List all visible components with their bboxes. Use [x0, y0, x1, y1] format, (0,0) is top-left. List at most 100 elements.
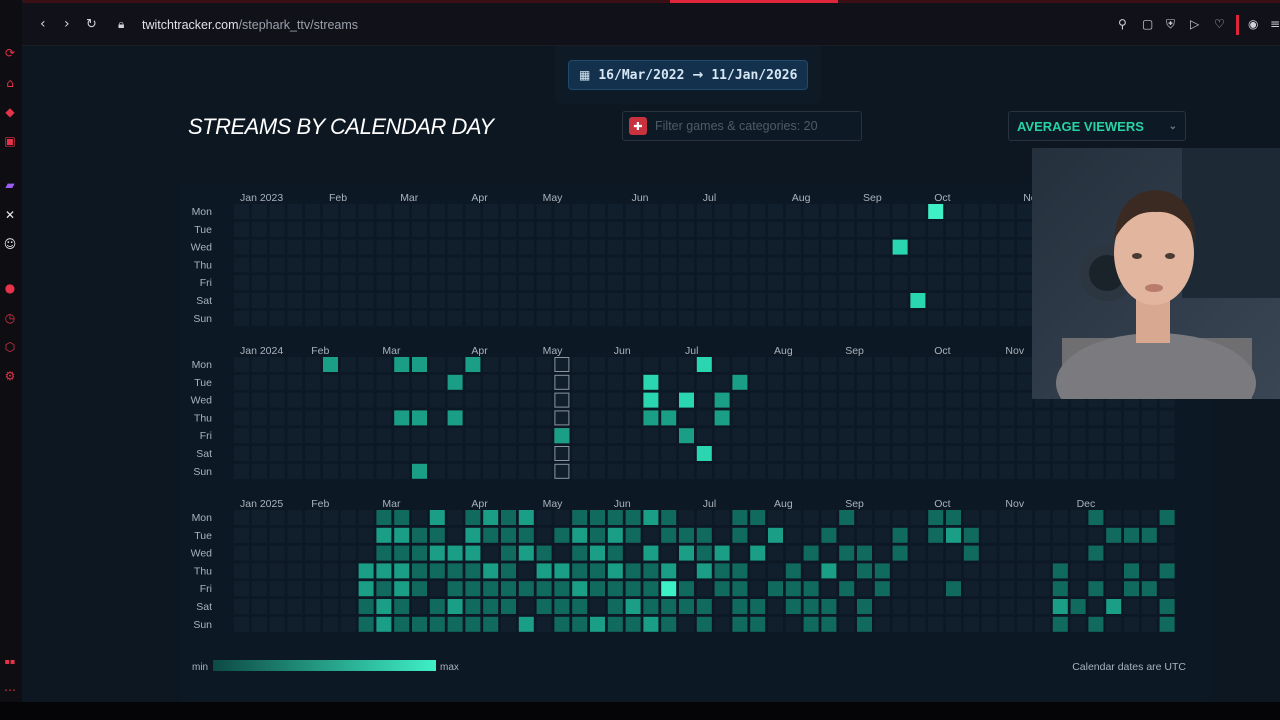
day-cell[interactable] — [1052, 463, 1068, 479]
day-cell[interactable] — [714, 204, 730, 219]
day-cell[interactable] — [234, 446, 249, 461]
day-cell[interactable] — [643, 310, 659, 326]
stream-day-cell[interactable] — [590, 510, 605, 525]
day-cell[interactable] — [999, 510, 1015, 525]
day-cell[interactable] — [981, 392, 997, 408]
day-cell[interactable] — [234, 374, 249, 390]
day-cell[interactable] — [590, 257, 605, 273]
day-cell[interactable] — [732, 293, 748, 308]
day-cell[interactable] — [554, 545, 570, 561]
day-cell[interactable] — [910, 275, 926, 291]
day-cell[interactable] — [429, 446, 445, 461]
day-cell[interactable] — [287, 257, 303, 273]
day-cell[interactable] — [590, 428, 605, 444]
stream-day-cell[interactable] — [625, 599, 641, 614]
day-cell[interactable] — [750, 257, 766, 273]
day-cell[interactable] — [874, 463, 890, 479]
day-cell[interactable] — [857, 275, 872, 291]
day-cell[interactable] — [874, 410, 890, 426]
day-cell[interactable] — [287, 357, 303, 372]
day-cell[interactable] — [892, 275, 908, 291]
stream-day-cell[interactable] — [394, 616, 410, 632]
day-cell[interactable] — [785, 446, 801, 461]
day-cell[interactable] — [1017, 510, 1033, 525]
refresh-circle-icon[interactable]: ⟳ — [4, 46, 16, 60]
day-cell[interactable] — [625, 446, 641, 461]
day-cell[interactable] — [661, 374, 677, 390]
day-cell[interactable] — [429, 239, 445, 255]
day-cell[interactable] — [269, 221, 285, 237]
day-cell[interactable] — [679, 257, 694, 273]
day-cell[interactable] — [999, 357, 1015, 372]
menu-icon[interactable]: ≡ — [1270, 17, 1280, 31]
day-cell[interactable] — [607, 392, 623, 408]
day-cell[interactable] — [287, 239, 303, 255]
day-cell[interactable] — [358, 392, 374, 408]
day-cell[interactable] — [269, 563, 285, 579]
day-cell[interactable] — [251, 204, 267, 219]
day-cell[interactable] — [679, 446, 694, 461]
day-cell[interactable] — [234, 581, 249, 597]
stream-day-cell[interactable] — [429, 599, 445, 614]
day-cell[interactable] — [839, 275, 855, 291]
day-cell[interactable] — [857, 463, 872, 479]
day-cell[interactable] — [412, 275, 427, 291]
day-cell[interactable] — [394, 374, 410, 390]
day-cell[interactable] — [874, 221, 890, 237]
day-cell[interactable] — [928, 374, 944, 390]
stream-day-cell[interactable] — [501, 527, 516, 543]
day-cell[interactable] — [803, 221, 819, 237]
stream-day-cell[interactable] — [590, 581, 605, 597]
stream-day-cell[interactable] — [821, 563, 837, 579]
day-cell[interactable] — [661, 463, 677, 479]
day-cell[interactable] — [750, 563, 766, 579]
day-cell[interactable] — [643, 239, 659, 255]
day-cell[interactable] — [625, 463, 641, 479]
stream-day-cell[interactable] — [607, 563, 623, 579]
day-cell[interactable] — [1088, 410, 1104, 426]
day-cell[interactable] — [785, 463, 801, 479]
day-cell[interactable] — [465, 204, 481, 219]
day-cell[interactable] — [412, 599, 427, 614]
day-cell[interactable] — [607, 204, 623, 219]
day-cell[interactable] — [340, 221, 356, 237]
stream-day-cell[interactable] — [554, 616, 570, 632]
stream-day-cell[interactable] — [412, 357, 427, 372]
stream-day-cell[interactable] — [714, 581, 730, 597]
day-cell[interactable] — [661, 392, 677, 408]
day-cell[interactable] — [251, 410, 267, 426]
day-cell[interactable] — [305, 275, 321, 291]
stream-day-cell[interactable] — [643, 599, 659, 614]
day-cell[interactable] — [928, 410, 944, 426]
day-cell[interactable] — [269, 616, 285, 632]
day-cell[interactable] — [910, 463, 926, 479]
arrow-right-icon[interactable]: › — [64, 16, 70, 32]
day-cell[interactable] — [1017, 257, 1033, 273]
day-cell[interactable] — [287, 392, 303, 408]
day-cell[interactable] — [857, 392, 872, 408]
day-cell[interactable] — [946, 463, 961, 479]
day-cell[interactable] — [803, 410, 819, 426]
day-cell[interactable] — [590, 463, 605, 479]
day-cell[interactable] — [536, 616, 552, 632]
stream-day-cell[interactable] — [394, 563, 410, 579]
day-cell[interactable] — [679, 204, 694, 219]
day-cell[interactable] — [892, 310, 908, 326]
day-cell[interactable] — [518, 257, 534, 273]
day-cell[interactable] — [946, 204, 961, 219]
day-cell[interactable] — [323, 392, 338, 408]
day-cell[interactable] — [590, 392, 605, 408]
day-cell[interactable] — [251, 545, 267, 561]
day-cell[interactable] — [340, 357, 356, 372]
stream-day-cell[interactable] — [376, 599, 392, 614]
day-cell[interactable] — [1017, 463, 1033, 479]
day-cell[interactable] — [1141, 599, 1157, 614]
day-cell[interactable] — [1070, 428, 1086, 444]
day-cell[interactable] — [946, 410, 961, 426]
day-cell[interactable] — [358, 463, 374, 479]
day-cell[interactable] — [429, 293, 445, 308]
day-cell[interactable] — [732, 392, 748, 408]
day-cell[interactable] — [234, 275, 249, 291]
day-cell[interactable] — [750, 410, 766, 426]
stream-day-cell[interactable] — [465, 510, 481, 525]
